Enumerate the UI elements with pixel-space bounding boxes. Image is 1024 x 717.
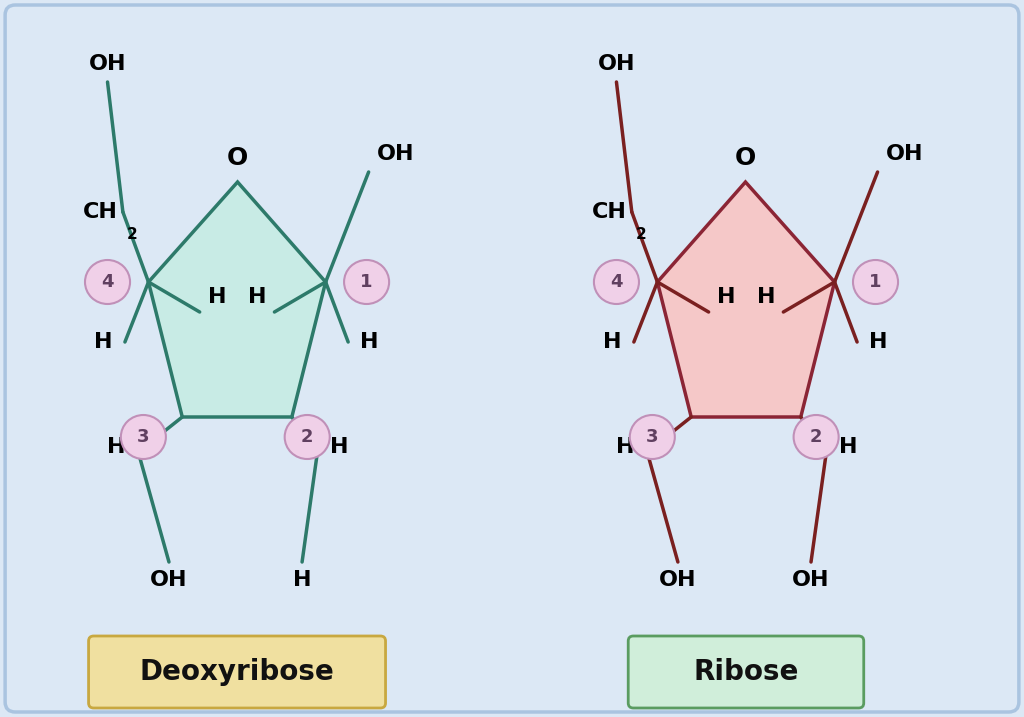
- Polygon shape: [148, 182, 326, 417]
- Circle shape: [594, 260, 639, 304]
- FancyBboxPatch shape: [629, 636, 864, 708]
- Text: H: H: [94, 332, 113, 352]
- Text: OH: OH: [659, 570, 696, 590]
- Text: OH: OH: [377, 144, 415, 164]
- Text: H: H: [108, 437, 126, 457]
- Circle shape: [121, 415, 166, 459]
- Text: O: O: [227, 146, 248, 170]
- Text: 4: 4: [101, 273, 114, 291]
- Circle shape: [344, 260, 389, 304]
- Text: H: H: [616, 437, 635, 457]
- Text: Ribose: Ribose: [693, 658, 799, 686]
- Circle shape: [630, 415, 675, 459]
- Text: 2: 2: [636, 227, 646, 242]
- Text: 3: 3: [137, 428, 150, 446]
- Text: 2: 2: [127, 227, 137, 242]
- Text: OH: OH: [598, 54, 635, 74]
- Text: H: H: [717, 287, 735, 307]
- Text: H: H: [839, 437, 857, 457]
- Circle shape: [285, 415, 330, 459]
- Text: OH: OH: [89, 54, 126, 74]
- Text: H: H: [360, 332, 379, 352]
- Polygon shape: [657, 182, 835, 417]
- Text: H: H: [603, 332, 622, 352]
- FancyBboxPatch shape: [5, 5, 1019, 712]
- Circle shape: [853, 260, 898, 304]
- FancyBboxPatch shape: [89, 636, 385, 708]
- Text: 2: 2: [301, 428, 313, 446]
- Text: 3: 3: [646, 428, 658, 446]
- Text: H: H: [208, 287, 226, 307]
- Text: OH: OH: [886, 144, 924, 164]
- Text: CH: CH: [83, 202, 118, 222]
- Text: H: H: [757, 287, 775, 307]
- Text: H: H: [330, 437, 348, 457]
- Text: CH: CH: [592, 202, 627, 222]
- Text: H: H: [869, 332, 888, 352]
- Text: 1: 1: [869, 273, 882, 291]
- Text: OH: OH: [151, 570, 187, 590]
- Circle shape: [85, 260, 130, 304]
- Text: H: H: [248, 287, 266, 307]
- Text: O: O: [735, 146, 756, 170]
- Circle shape: [794, 415, 839, 459]
- Text: 2: 2: [810, 428, 822, 446]
- Text: Deoxyribose: Deoxyribose: [139, 658, 335, 686]
- Text: H: H: [293, 570, 311, 590]
- Text: OH: OH: [793, 570, 829, 590]
- Text: 1: 1: [360, 273, 373, 291]
- Text: 4: 4: [610, 273, 623, 291]
